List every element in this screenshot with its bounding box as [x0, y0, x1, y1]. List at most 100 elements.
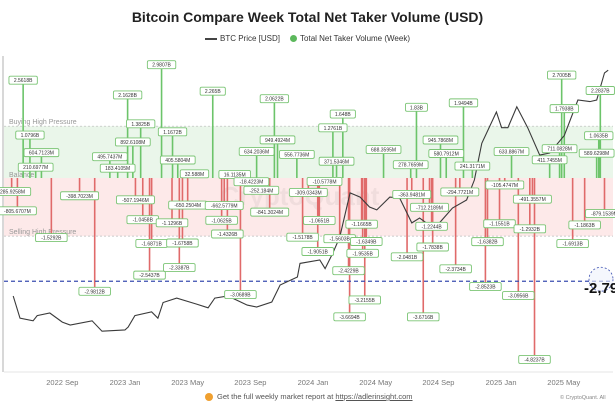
volume-bar: [342, 117, 344, 178]
x-tick-label: 2024 May: [359, 378, 392, 387]
data-label-text: 633.8867M: [499, 150, 524, 156]
data-label-box: [92, 152, 128, 162]
data-label: -1.6382B: [471, 237, 504, 247]
data-label-text: 2.5618B: [14, 78, 33, 84]
data-label-text: 634.2036M: [244, 150, 269, 156]
data-label-text: -3.0689B: [230, 293, 251, 299]
data-label: -2.4229B: [332, 266, 365, 276]
data-label-box: [439, 264, 472, 274]
volume-bar: [318, 178, 321, 218]
data-label-text: 278.7659M: [398, 163, 423, 169]
data-label-text: -1.2244B: [421, 224, 442, 230]
data-label: -1.1551B: [483, 219, 516, 229]
volume-bar: [510, 154, 513, 178]
volume-bar: [459, 178, 461, 189]
volume-bar: [255, 154, 258, 178]
data-label-box: [303, 215, 336, 225]
data-label-box: [469, 282, 502, 291]
data-label: -1.2932B: [513, 224, 547, 234]
data-label: -2.3734B: [439, 264, 472, 274]
data-label-box: [166, 238, 199, 248]
data-label-box: [17, 162, 54, 172]
data-label-box: [329, 109, 356, 119]
legend-line-icon: [205, 37, 217, 40]
data-label-text: -662.5779M: [211, 204, 238, 210]
data-label-text: -398.7023M: [66, 194, 93, 200]
data-label-text: -491.3557M: [519, 197, 546, 203]
data-label-text: 1.83B: [410, 105, 424, 111]
data-label: 2.2837B: [585, 86, 615, 95]
data-label-box: [346, 248, 379, 258]
data-label-text: -1.5178B: [292, 235, 313, 241]
data-label-text: 945.7868M: [428, 138, 453, 144]
data-label: 949.4924M: [259, 135, 296, 145]
data-label: -712.2189M: [410, 202, 449, 212]
legend-btc-price[interactable]: BTC Price [USD]: [220, 34, 281, 44]
data-label-box: [238, 147, 275, 156]
volume-bar: [406, 178, 408, 254]
data-label-box: [493, 147, 530, 156]
chart-title: Bitcoin Compare Week Total Net Taker Vol…: [131, 9, 484, 25]
data-label-box: [163, 263, 196, 272]
data-label-box: [278, 149, 315, 159]
x-tick-label: 2022 Sep: [46, 378, 78, 387]
data-label-box: [350, 237, 383, 246]
volume-bar: [301, 178, 304, 235]
data-label: 278.7659M: [392, 160, 429, 170]
data-label-box: [345, 219, 378, 229]
volume-bar: [150, 178, 153, 241]
data-label-text: -1.4326B: [217, 232, 238, 238]
data-label-box: [306, 176, 343, 186]
volume-bar: [78, 178, 81, 193]
footer-link[interactable]: https://adlerinsight.com: [335, 392, 413, 401]
data-label-text: -1.1665B: [351, 222, 372, 228]
data-label-box: [502, 291, 535, 300]
data-label: 210.6977M: [17, 162, 54, 172]
data-label-box: [410, 202, 449, 212]
data-label-text: 210.6977M: [23, 165, 48, 171]
data-label-text: -3.2155B: [355, 298, 376, 304]
data-label: -1.1296B: [155, 218, 189, 228]
data-label-text: 2.7005B: [552, 73, 571, 79]
volume-bar: [454, 178, 457, 266]
volume-bar: [445, 156, 448, 178]
data-label-box: [454, 161, 491, 171]
volume-bar: [29, 138, 31, 178]
data-label: 589.6298M: [578, 148, 615, 158]
data-label-box: [348, 295, 382, 305]
volume-bar: [498, 178, 501, 221]
data-label: 411.7455M: [531, 155, 568, 165]
data-label-text: 589.6298M: [584, 151, 609, 157]
legend-dot-icon: [290, 35, 298, 43]
data-label-text: -3.0956B: [508, 294, 529, 300]
data-label-text: 1.1672B: [163, 130, 182, 136]
data-label-box: [416, 242, 449, 252]
data-label: -1.6349B: [350, 237, 383, 246]
volume-bar: [583, 178, 586, 222]
data-label-text: -650.2504M: [174, 203, 201, 209]
data-label-text: -2.9812B: [85, 289, 106, 295]
data-label: -1.9051B: [301, 247, 334, 256]
volume-bar: [361, 178, 364, 251]
volume-bar: [517, 178, 520, 293]
volume-bar: [93, 178, 96, 289]
data-label-box: [578, 148, 615, 158]
data-label: 1.648B: [329, 109, 356, 119]
data-label-box: [483, 219, 516, 229]
data-label-text: -2.4229B: [338, 269, 359, 275]
data-label: -1.0651B: [303, 215, 336, 225]
data-label: -1.6913B: [556, 239, 589, 249]
data-label-text: 1.9494B: [454, 101, 473, 107]
data-label-box: [179, 169, 210, 179]
data-label-text: -1.1296B: [162, 221, 183, 227]
data-label: -2.8523B: [469, 282, 502, 291]
data-label-text: -1.2932B: [520, 227, 541, 233]
data-label: -18.4223M: [233, 177, 270, 187]
data-label: -805.6707M: [0, 206, 37, 216]
data-label-box: [286, 232, 319, 242]
data-label-box: [333, 312, 366, 322]
data-label-box: [448, 98, 479, 108]
data-label-text: -363.9481M: [398, 192, 425, 198]
data-label: -1.9535B: [346, 248, 379, 258]
legend-net-taker-volume[interactable]: Total Net Taker Volume (Week): [300, 34, 410, 44]
